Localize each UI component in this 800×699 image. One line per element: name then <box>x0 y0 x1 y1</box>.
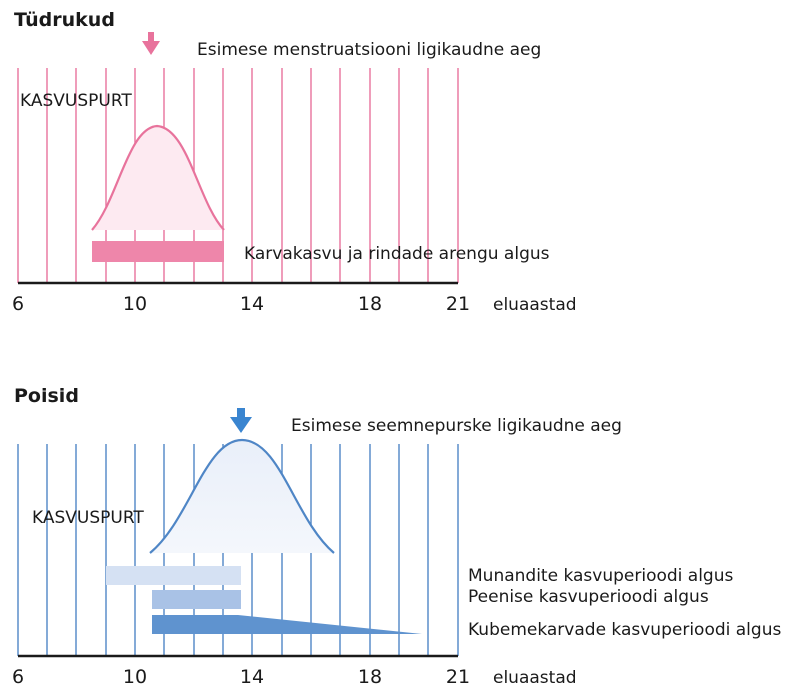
boys-tick-21: 21 <box>446 666 470 688</box>
girls-spurt-label: KASVUSPURT <box>20 91 132 111</box>
girls-growth-spurt-outline <box>91 124 225 231</box>
boys-penis-bar <box>152 590 241 609</box>
boys-spurt-label: KASVUSPURT <box>32 508 144 528</box>
boys-pubic-hair-bar <box>152 615 422 634</box>
girls-tick-6: 6 <box>12 293 24 315</box>
boys-testes-bar <box>106 566 241 585</box>
boys-bar-label-penis: Peenise kasvuperioodi algus <box>468 587 709 607</box>
boys-growth-spurt-curve <box>150 440 334 553</box>
boys-bar-label-pubic-hair: Kubemekarvade kasvuperioodi algus <box>468 620 781 640</box>
girls-tick-21: 21 <box>446 293 470 315</box>
boys-tick-10: 10 <box>123 666 147 688</box>
boys-tick-6: 6 <box>12 666 24 688</box>
girls-menarche-arrow-icon <box>142 32 160 55</box>
boys-tick-14: 14 <box>240 666 264 688</box>
girls-title: Tüdrukud <box>14 9 115 31</box>
girls-development-bar <box>92 241 224 262</box>
boys-spermarche-arrow-icon <box>230 408 252 433</box>
boys-axis-unit: eluaastad <box>493 668 577 688</box>
boys-panel: Poisid Esimese seemnepurske <box>12 385 782 688</box>
girls-tick-14: 14 <box>240 293 264 315</box>
girls-tick-10: 10 <box>123 293 147 315</box>
boys-marker-label: Esimese seemnepurske ligikaudne aeg <box>291 416 622 436</box>
girls-marker-label: Esimese menstruatsiooni ligikaudne aeg <box>197 40 541 60</box>
boys-title: Poisid <box>14 385 79 407</box>
girls-axis-unit: eluaastad <box>493 295 577 315</box>
girls-tick-18: 18 <box>358 293 382 315</box>
girls-bar-label: Karvakasvu ja rindade arengu algus <box>244 244 550 264</box>
boys-growth-spurt-outline <box>149 438 335 554</box>
boys-tick-18: 18 <box>358 666 382 688</box>
girls-growth-spurt-curve <box>92 126 224 230</box>
boys-bar-label-testes: Munandite kasvuperioodi algus <box>468 566 733 586</box>
girls-panel: Tüdrukud Esimese menstruats <box>12 9 577 315</box>
